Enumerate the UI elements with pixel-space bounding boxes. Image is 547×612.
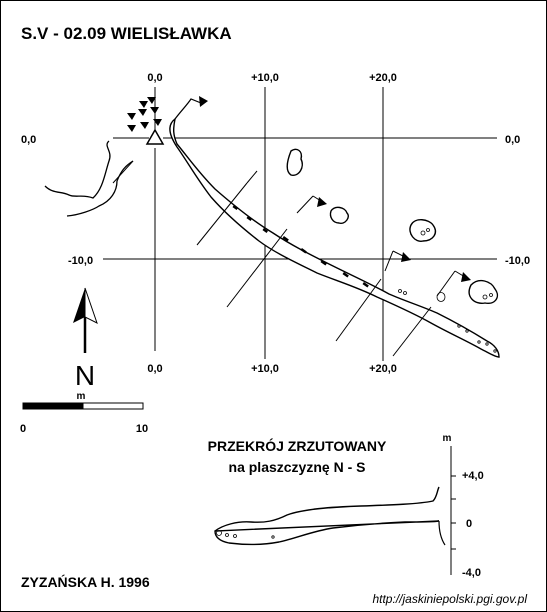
surface-outline	[44, 140, 111, 199]
grid-label-x-top: 0,0	[147, 72, 162, 84]
grid-label-x-bottom: +20,0	[369, 363, 397, 375]
section-tick-label: 0	[466, 518, 472, 530]
grid-label-y-right: 0,0	[505, 134, 520, 146]
rock-blocks	[286, 148, 499, 304]
grid-labels: 0,0 +10,0 +20,0 0,0 +10,0 +20,0 0,0 -10,…	[21, 72, 530, 375]
rock-block	[409, 219, 437, 242]
rock-block	[286, 148, 303, 176]
section-tick-label: +4,0	[462, 470, 484, 482]
entrance-arrow	[174, 98, 202, 120]
scale-unit-label: m	[77, 391, 86, 402]
arrow-head-icon	[461, 272, 471, 282]
section-vertical-scale	[450, 446, 456, 575]
arrow-head-icon	[199, 96, 208, 107]
grid-label-x-top: +20,0	[369, 72, 397, 84]
scale-start-label: 0	[20, 423, 26, 435]
grid-label-y-left: 0,0	[21, 134, 36, 146]
section-tick-label: -4,0	[462, 567, 481, 579]
surface-outline	[112, 160, 134, 184]
passage-floor-markings	[232, 205, 369, 288]
rock-block	[329, 206, 349, 225]
scale-end-label: 10	[136, 423, 148, 435]
scale-bar	[22, 402, 144, 410]
rock-texture	[420, 228, 493, 300]
scale-bar-dark-segment	[22, 402, 84, 410]
source-url[interactable]: http://jaskiniepolski.pgi.gov.pl	[372, 592, 527, 606]
section-passage-outline	[438, 520, 446, 546]
arrow-head-icon	[401, 252, 411, 262]
section-subtitle: na plaszczyznę N - S	[229, 459, 366, 475]
cave-passage-outline	[169, 117, 500, 358]
grid-label-x-bottom: 0,0	[147, 363, 162, 375]
slope-hatching	[127, 97, 162, 132]
grid-label-x-bottom: +10,0	[251, 363, 279, 375]
section-title: PRZEKRÓJ ZRZUTOWANY	[208, 437, 387, 454]
north-label: N	[75, 360, 95, 391]
grid-label-x-top: +10,0	[251, 72, 279, 84]
passage-debris	[398, 289, 497, 353]
scale-bar-light-segment	[82, 402, 144, 410]
section-passage-outline	[214, 486, 440, 546]
author-label: ZYZAŃSKA H. 1996	[21, 574, 150, 590]
grid-label-y-left: -10,0	[68, 255, 93, 267]
cross-section-lines	[196, 170, 466, 357]
north-arrow-icon	[73, 287, 98, 353]
rock-block	[468, 279, 499, 304]
section-unit-label: m	[443, 433, 452, 444]
entrance-point-marker	[145, 128, 165, 145]
map-title: S.V - 02.09 WIELISŁAWKA	[21, 24, 232, 43]
grid-label-y-right: -10,0	[505, 255, 530, 267]
surface-outline	[66, 160, 134, 217]
arrow-head-icon	[317, 197, 327, 207]
section-debris	[216, 530, 275, 539]
